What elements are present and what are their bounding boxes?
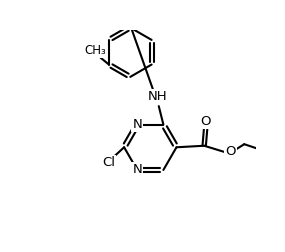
Text: NH: NH	[147, 90, 167, 103]
Text: Cl: Cl	[102, 156, 115, 169]
Text: O: O	[225, 145, 236, 159]
Text: CH₃: CH₃	[84, 44, 106, 57]
Text: N: N	[132, 118, 142, 131]
Text: O: O	[200, 115, 211, 128]
Text: N: N	[132, 164, 142, 176]
